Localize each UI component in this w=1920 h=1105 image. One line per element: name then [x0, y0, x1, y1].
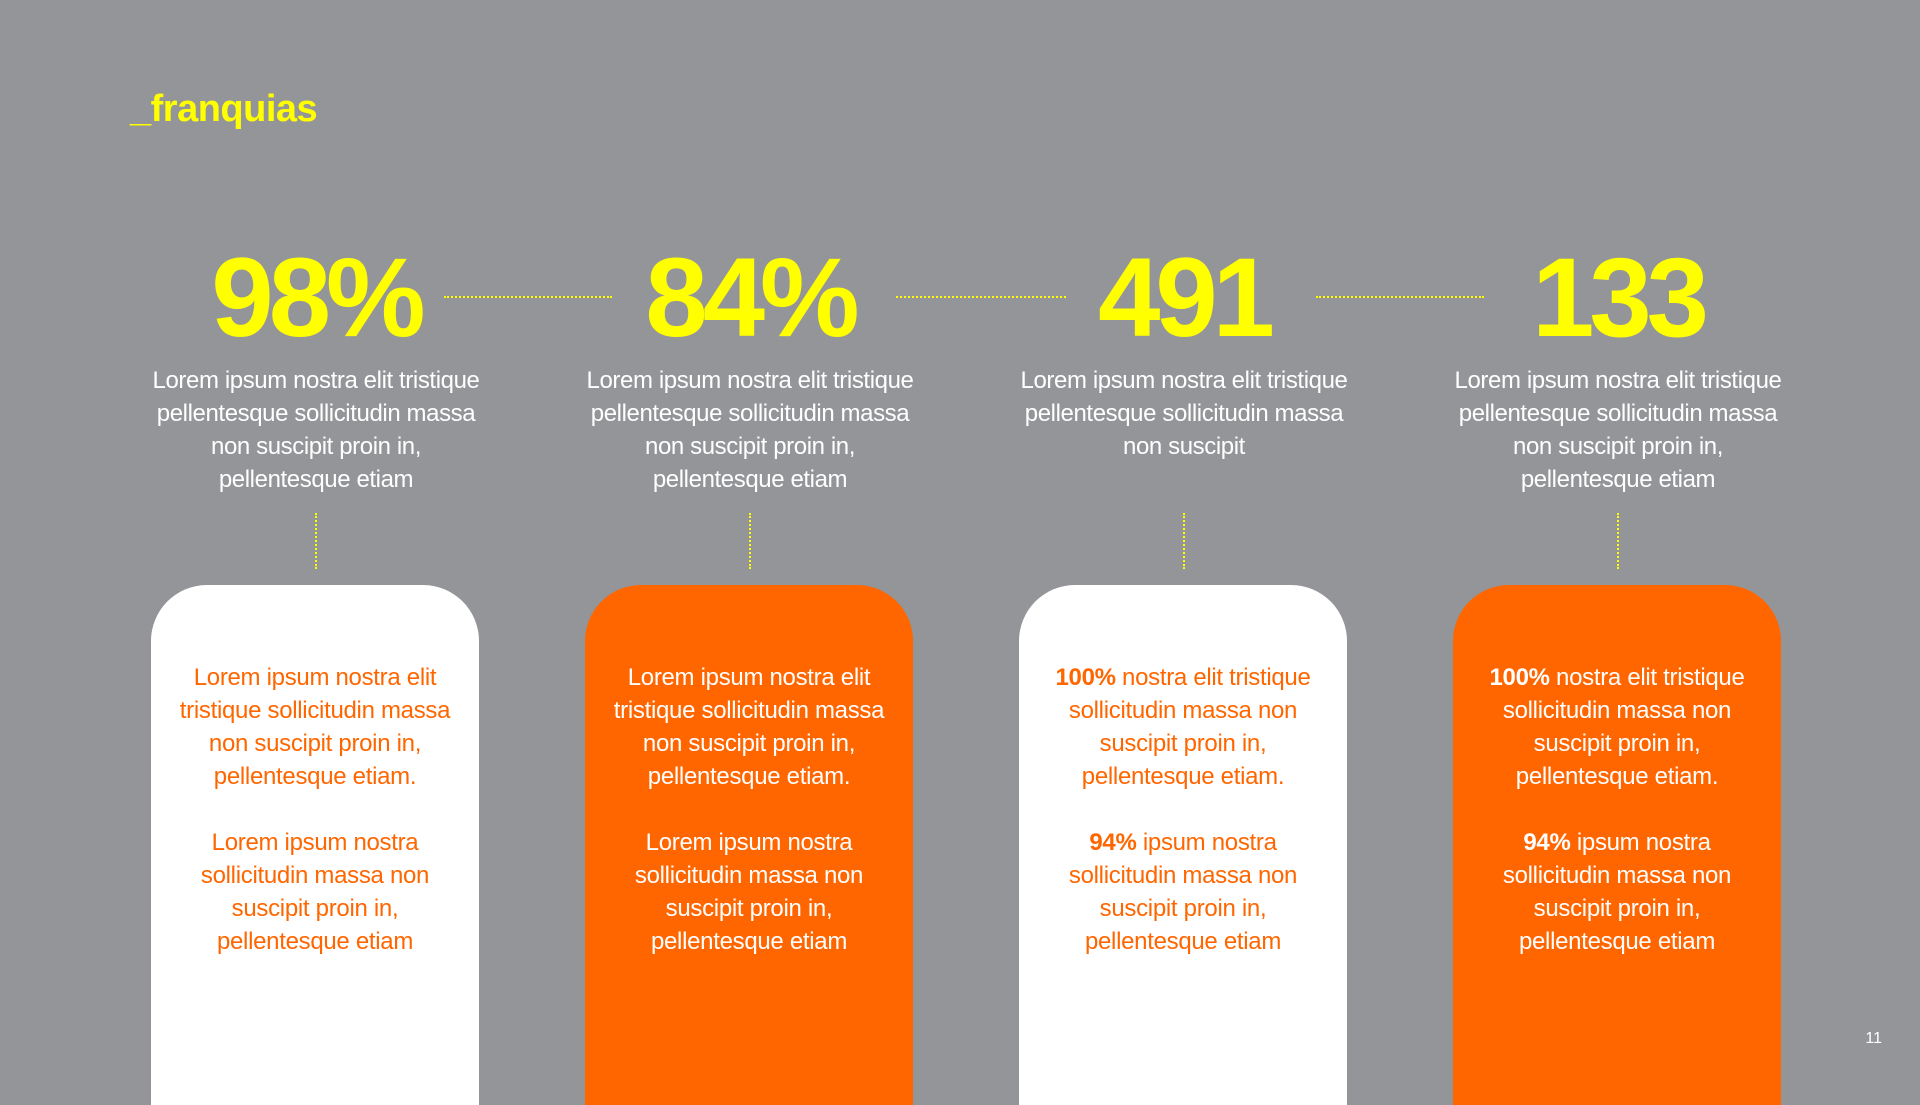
card-text: nostra elit tristique sollicitudin massa…: [1068, 664, 1311, 790]
stat-value: 491: [1098, 235, 1275, 360]
vertical-connector: [749, 513, 751, 569]
stat-value: 98%: [211, 235, 425, 360]
stat-description: Lorem ipsum nostra elit tristique pellen…: [586, 367, 914, 493]
info-card: 100% nostra elit tristique sollicitudin …: [1019, 585, 1347, 1105]
card-paragraph: 94% ipsum nostra sollicitudin massa non …: [1045, 826, 1321, 958]
card-text: Lorem ipsum nostra sollicitudin massa no…: [634, 829, 864, 955]
stat-description: Lorem ipsum nostra elit tristique pellen…: [1020, 367, 1348, 460]
card-highlight: 100%: [1489, 664, 1550, 691]
stat-description: Lorem ipsum nostra elit tristique pellen…: [152, 367, 480, 493]
info-card: 100% nostra elit tristique sollicitudin …: [1453, 585, 1781, 1105]
info-card: Lorem ipsum nostra elit tristique sollic…: [151, 585, 479, 1105]
card-highlight: 94%: [1089, 829, 1137, 856]
card-highlight: 100%: [1055, 664, 1116, 691]
connector-line-1: [444, 296, 612, 298]
card-paragraph: Lorem ipsum nostra sollicitudin massa no…: [611, 826, 887, 958]
slide-title: _franquias: [130, 88, 318, 130]
vertical-connector: [315, 513, 317, 569]
card-paragraph: 100% nostra elit tristique sollicitudin …: [1479, 661, 1755, 793]
stat-value: 84%: [645, 235, 859, 360]
card-text: ipsum nostra sollicitudin massa non susc…: [1068, 829, 1298, 955]
card-text: Lorem ipsum nostra elit tristique sollic…: [613, 664, 885, 790]
card-text: Lorem ipsum nostra sollicitudin massa no…: [200, 829, 430, 955]
card-text: nostra elit tristique sollicitudin massa…: [1502, 664, 1745, 790]
vertical-connector: [1617, 513, 1619, 569]
page-number: 11: [1865, 1030, 1882, 1047]
card-text: ipsum nostra sollicitudin massa non susc…: [1502, 829, 1732, 955]
stat-value: 133: [1532, 235, 1709, 360]
card-paragraph: Lorem ipsum nostra elit tristique sollic…: [177, 661, 453, 793]
connector-line-2: [896, 296, 1066, 298]
card-paragraph: Lorem ipsum nostra sollicitudin massa no…: [177, 826, 453, 958]
card-paragraph: 100% nostra elit tristique sollicitudin …: [1045, 661, 1321, 793]
card-highlight: 94%: [1523, 829, 1571, 856]
vertical-connector: [1183, 513, 1185, 569]
info-card: Lorem ipsum nostra elit tristique sollic…: [585, 585, 913, 1105]
card-paragraph: Lorem ipsum nostra elit tristique sollic…: [611, 661, 887, 793]
stat-description: Lorem ipsum nostra elit tristique pellen…: [1454, 367, 1782, 493]
card-paragraph: 94% ipsum nostra sollicitudin massa non …: [1479, 826, 1755, 958]
connector-line-3: [1316, 296, 1484, 298]
card-text: Lorem ipsum nostra elit tristique sollic…: [179, 664, 451, 790]
